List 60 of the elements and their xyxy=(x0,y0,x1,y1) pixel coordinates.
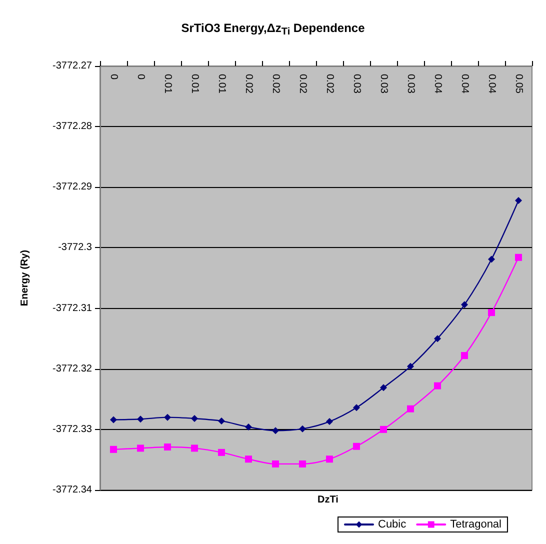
y-tick-label: -3772.28 xyxy=(52,121,92,132)
point xyxy=(218,417,225,424)
point xyxy=(407,362,414,370)
point xyxy=(299,460,306,468)
x-tick-label: 0.03 xyxy=(351,74,362,94)
x-tick-label: 0.02 xyxy=(324,74,335,94)
point xyxy=(488,309,495,316)
point xyxy=(461,352,468,360)
x-tick-label: 0.01 xyxy=(162,74,173,94)
point xyxy=(245,424,252,431)
x-tick-label: 0.03 xyxy=(378,74,389,94)
x-tick-label: 0 xyxy=(135,74,146,80)
x-tick-label: 0.05 xyxy=(513,74,524,94)
point xyxy=(461,301,468,308)
y-axis-title: Energy (Ry) xyxy=(20,250,30,306)
point xyxy=(380,426,387,433)
point xyxy=(515,254,522,261)
x-tick-label: 0.02 xyxy=(297,74,308,94)
point xyxy=(164,443,171,450)
y-tick-label: -3772.29 xyxy=(52,182,92,193)
point xyxy=(137,444,144,452)
y-tick-label: -3772.33 xyxy=(52,424,92,435)
point xyxy=(299,425,306,432)
x-tick-label: 0.04 xyxy=(432,74,443,94)
y-tick-label: -3772.34 xyxy=(52,484,92,496)
x-tick-label: 0.04 xyxy=(486,74,497,94)
x-tick-label: 0.04 xyxy=(459,74,470,94)
x-tick-label: 0.01 xyxy=(189,74,200,94)
y-tick-label: -3772.3 xyxy=(58,242,92,254)
point xyxy=(488,256,495,263)
point xyxy=(380,384,387,392)
point xyxy=(407,405,414,412)
point xyxy=(434,382,441,390)
point xyxy=(110,416,117,424)
x-tick-label: 0.02 xyxy=(270,74,281,94)
x-tick-label: 0.01 xyxy=(216,74,227,94)
point xyxy=(218,448,225,456)
x-tick-label: 0.02 xyxy=(243,74,254,94)
y-tick-label: -3772.31 xyxy=(52,302,92,314)
point xyxy=(326,456,333,463)
y-tick-label: -3772.32 xyxy=(52,363,92,374)
point xyxy=(353,404,360,412)
x-tick-label: 0 xyxy=(108,74,119,80)
point xyxy=(137,416,144,423)
point xyxy=(326,418,333,426)
point xyxy=(434,335,441,342)
legend-label: Cubic xyxy=(378,518,407,530)
point xyxy=(353,442,360,450)
x-tick-label: 0.03 xyxy=(405,74,416,94)
point xyxy=(272,460,279,468)
point xyxy=(110,446,117,453)
point xyxy=(191,444,198,452)
point xyxy=(515,196,522,204)
point xyxy=(245,456,252,463)
point xyxy=(191,415,198,422)
point xyxy=(272,427,279,434)
point xyxy=(164,414,171,421)
y-tick-label: -3772.27 xyxy=(52,60,92,72)
legend-label: Tetragonal xyxy=(450,518,502,530)
x-axis-title: DzTi xyxy=(318,494,339,506)
